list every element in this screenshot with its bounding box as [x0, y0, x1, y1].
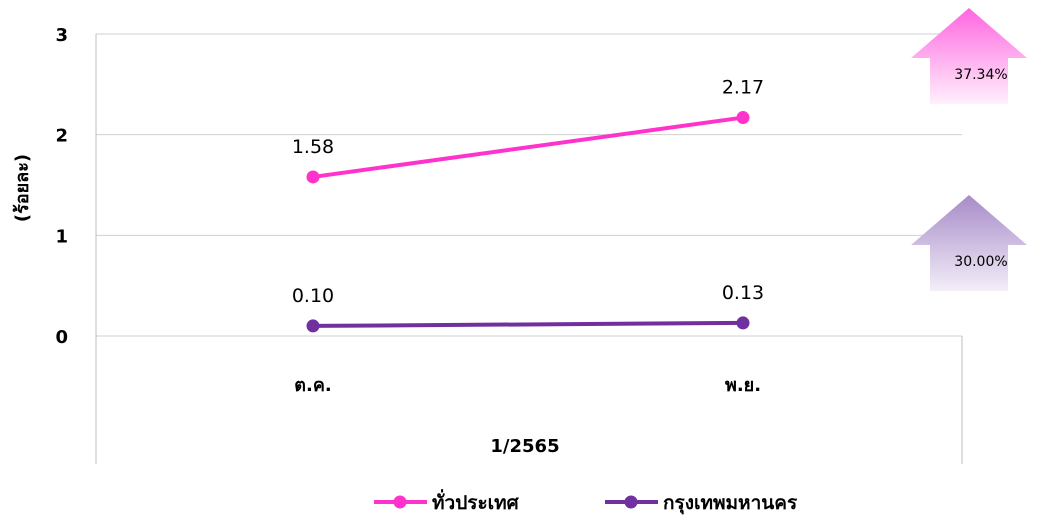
- change-percent-label: 37.34%: [954, 67, 1007, 83]
- data-point: [736, 316, 750, 330]
- y-tick-labels: 0 1 2 3: [55, 25, 68, 348]
- y-tick-label: 1: [55, 226, 68, 247]
- axes: [95, 34, 963, 464]
- series-line-0: [311, 115, 745, 179]
- legend-label: กรุงเทพมหานคร: [663, 492, 798, 515]
- y-tick-label: 0: [55, 327, 68, 348]
- legend-marker-0: [393, 495, 407, 509]
- change-percent-label: 30.00%: [954, 254, 1007, 270]
- data-point: [306, 319, 320, 333]
- data-point: [736, 111, 750, 125]
- x-tick-label: ต.ค.: [294, 375, 331, 396]
- y-tick-label: 2: [55, 126, 68, 147]
- data-label: 1.58: [292, 136, 334, 158]
- series: 1.58 2.17 0.10 0.13: [292, 77, 764, 333]
- x-tick-label: พ.ย.: [725, 375, 761, 396]
- up-arrow-icon: [911, 195, 1027, 291]
- up-arrow-icon: [911, 8, 1027, 104]
- series-line-1: [311, 320, 745, 328]
- data-point: [306, 170, 320, 184]
- data-label: 2.17: [722, 77, 764, 99]
- legend-label: ทั่วประเทศ: [432, 489, 520, 514]
- y-axis-title: (ร้อยละ): [12, 154, 33, 222]
- legend-marker-1: [624, 495, 638, 509]
- gridlines: [96, 33, 962, 337]
- data-label: 0.10: [292, 285, 334, 307]
- x-tick-labels: ต.ค. พ.ย.: [294, 375, 761, 396]
- legend: ทั่วประเทศ กรุงเทพมหานคร: [374, 489, 798, 515]
- x-axis-title: 1/2565: [490, 436, 559, 457]
- data-label: 0.13: [722, 282, 764, 304]
- change-arrows: 37.34% 30.00%: [911, 8, 1027, 291]
- y-tick-label: 3: [55, 25, 68, 46]
